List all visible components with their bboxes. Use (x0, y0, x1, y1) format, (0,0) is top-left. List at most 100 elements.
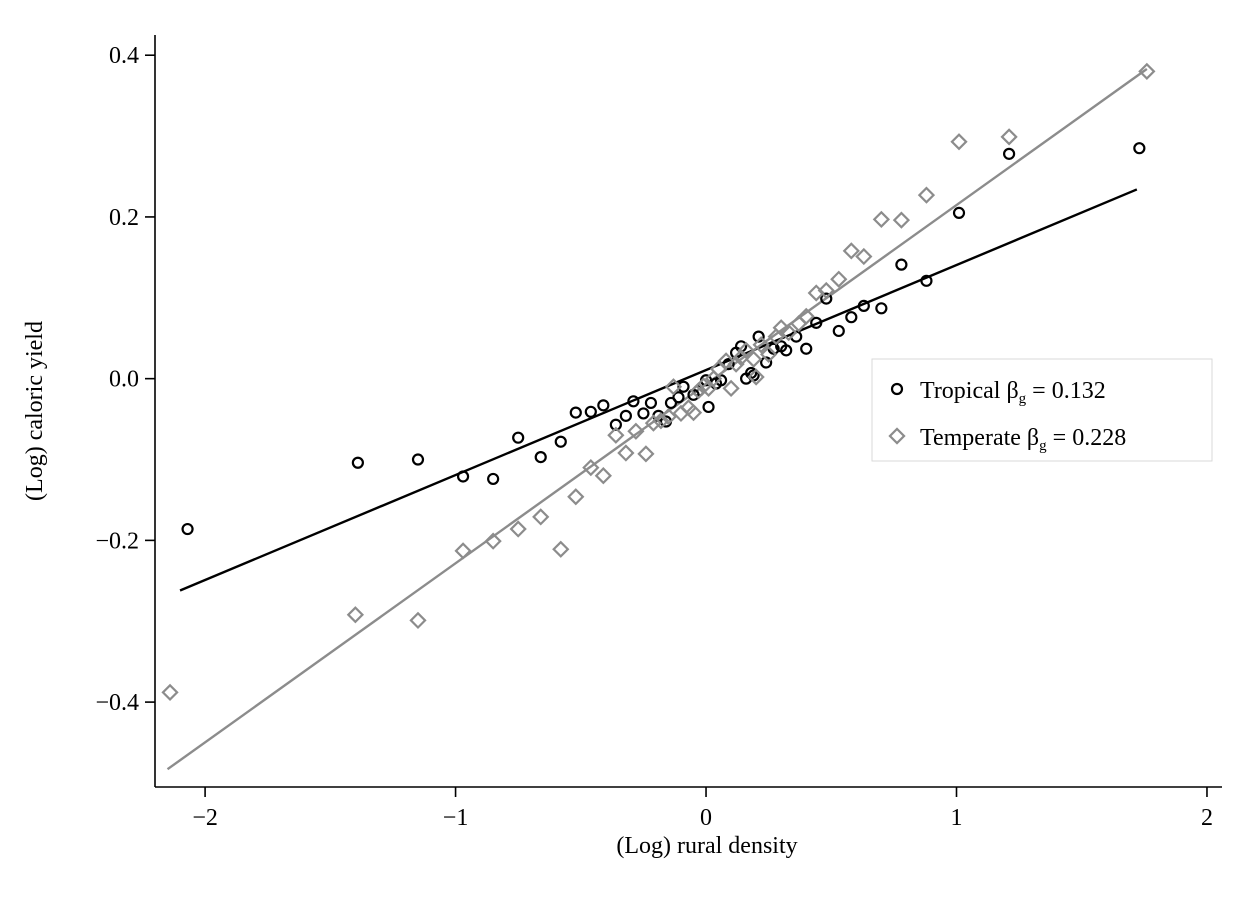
temperate-point (594, 467, 612, 485)
temperate-point (780, 323, 798, 342)
tropical-point (584, 405, 597, 418)
tropical-fit-line (179, 188, 1138, 592)
tropical-point (1003, 147, 1016, 160)
x-axis-title: (Log) rural density (616, 833, 797, 859)
temperate-point (161, 683, 179, 702)
legend-temperate-label: Temperate βg = 0.228 (920, 425, 1126, 454)
temperate-point (744, 350, 763, 368)
temperate-point (644, 414, 663, 432)
y-tick-label: 0.4 (109, 43, 139, 69)
temperate-point (760, 345, 778, 364)
tropical-point (952, 206, 966, 219)
temperate-point (509, 520, 527, 538)
temperate-point (607, 426, 625, 444)
temperate-point (659, 408, 678, 426)
legend-tropical-marker (890, 382, 904, 396)
y-tick-label: 0.2 (109, 205, 139, 231)
temperate-point (772, 319, 790, 337)
temperate-point (797, 307, 815, 326)
x-tick-label: 2 (1201, 805, 1213, 831)
legend-tropical-beta-value: 0.132 (1052, 378, 1106, 404)
temperate-point (617, 444, 635, 462)
temperate-point (652, 412, 670, 430)
tropical-point (677, 380, 690, 393)
tropical-point (857, 299, 870, 312)
tropical-point (845, 311, 858, 324)
tropical-point (627, 395, 640, 408)
tropical-point (920, 274, 933, 287)
x-tick-label: 0 (700, 805, 712, 831)
legend-temperate-name: Temperate (920, 425, 1021, 451)
x-tick-label: −1 (443, 805, 469, 831)
temperate-point (842, 242, 860, 260)
tropical-point (820, 292, 833, 305)
legend-temperate-beta-subscript: g (1039, 438, 1047, 454)
legend: Tropical βg = 0.132 Temperate βg = 0.228 (871, 358, 1213, 462)
temperate-point (732, 349, 750, 367)
legend-temperate-marker (888, 427, 906, 445)
tropical-point (832, 324, 845, 338)
tropical-point (487, 472, 500, 486)
tropical-point (810, 316, 823, 329)
temperate-point (872, 210, 890, 228)
tropical-point (597, 399, 610, 412)
data-points (161, 62, 1156, 702)
legend-tropical-beta-subscript: g (1019, 391, 1027, 407)
y-tick-label: 0.0 (109, 367, 139, 393)
temperate-point (1000, 128, 1018, 146)
legend-tropical-name: Tropical (920, 378, 1001, 404)
tropical-point (702, 400, 715, 414)
tropical-point (351, 456, 364, 469)
temperate-point (727, 355, 745, 373)
legend-temperate-equals: = (1047, 425, 1073, 451)
tropical-point (456, 470, 470, 483)
temperate-point (892, 211, 911, 229)
y-tick-label: −0.2 (95, 528, 139, 554)
tropical-point (780, 344, 793, 357)
axes (154, 35, 1222, 788)
tropical-point (644, 396, 658, 410)
temperate-point (409, 611, 427, 630)
tropical-point (637, 407, 650, 420)
tropical-point (411, 453, 425, 466)
tropical-point (619, 409, 632, 422)
legend-temperate-beta-symbol: β (1021, 425, 1039, 451)
temperate-point (722, 379, 740, 397)
x-ticks: −2 −1 0 1 2 (192, 787, 1213, 831)
temperate-point (855, 247, 873, 266)
temperate-point (752, 336, 770, 354)
x-tick-label: −2 (192, 805, 218, 831)
tropical-point (609, 418, 622, 431)
temperate-point (679, 399, 698, 417)
y-axis-title: (Log) caloric yield (22, 321, 48, 501)
temperate-point (627, 422, 645, 440)
legend-tropical-equals: = (1026, 378, 1052, 404)
tropical-point (181, 522, 194, 536)
temperate-point (747, 368, 765, 386)
temperate-point (532, 508, 550, 526)
temperate-point (817, 281, 835, 300)
temperate-point (684, 403, 703, 422)
tropical-point (554, 435, 567, 448)
y-tick-label: −0.4 (95, 690, 139, 716)
x-tick-label: 1 (951, 805, 963, 831)
tropical-point (1133, 142, 1146, 155)
temperate-point (950, 133, 968, 151)
temperate-point (552, 540, 570, 558)
temperate-point (1138, 62, 1156, 81)
legend-tropical-label: Tropical βg = 0.132 (920, 378, 1106, 407)
tropical-point (512, 431, 525, 444)
temperate-point (830, 270, 848, 288)
tropical-point (895, 258, 908, 271)
tropical-point (714, 374, 728, 387)
tropical-point (664, 396, 678, 410)
legend-box (871, 358, 1213, 462)
temperate-point (484, 532, 502, 550)
temperate-point (917, 186, 936, 204)
tropical-point (534, 450, 547, 464)
temperate-point (637, 445, 655, 463)
tropical-point (672, 391, 685, 404)
legend-tropical-beta-symbol: β (1000, 378, 1018, 404)
